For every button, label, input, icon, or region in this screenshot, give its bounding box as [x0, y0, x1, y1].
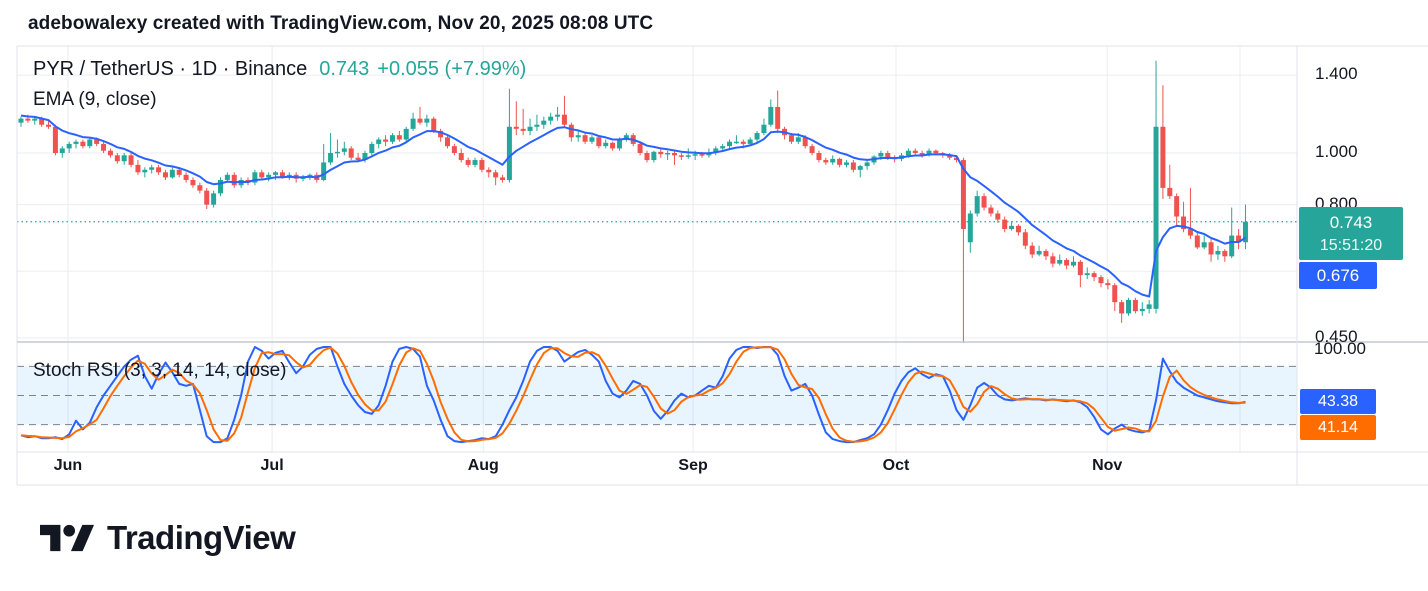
stoch-k-badge: 43.38 — [1300, 389, 1376, 414]
time-axis-label: Oct — [882, 457, 910, 474]
stoch-d-badge: 41.14 — [1300, 415, 1376, 440]
legend-change: +0.055 (+7.99%) — [377, 58, 527, 80]
price-axis-label: 1.400 — [1315, 64, 1358, 84]
symbol-title[interactable]: PYR / TetherUS · 1D · Binance — [33, 58, 308, 80]
ema-value-badge: 0.676 — [1299, 262, 1377, 289]
last-price-badge: 0.743 15:51:20 — [1299, 207, 1403, 260]
last-price-badge-value: 0.743 — [1329, 213, 1373, 232]
time-axis-label: Nov — [1092, 457, 1123, 474]
time-axis-label: Sep — [678, 457, 708, 474]
last-price-badge-time: 15:51:20 — [1319, 237, 1383, 254]
chart-legend: PYR / TetherUS · 1D · Binance 0.743 +0.055… — [33, 58, 526, 81]
tradingview-logo[interactable]: TradingView — [40, 518, 296, 558]
tradingview-logo-text: TradingView — [107, 519, 296, 556]
time-axis-label: Jul — [260, 457, 284, 474]
stoch-axis-top-label: 100.00 — [1314, 339, 1366, 358]
tradingview-logo-icon — [40, 524, 94, 552]
header-attribution: adebowalexy created with TradingView.com… — [28, 13, 654, 34]
stoch-rsi-legend[interactable]: Stoch RSI (3, 3, 14, 14, close) — [33, 360, 287, 381]
ema-legend[interactable]: EMA (9, close) — [33, 89, 157, 110]
legend-last-price: 0.743 — [319, 58, 370, 80]
price-axis-label: 0.450 — [1315, 326, 1358, 346]
time-axis-label: Aug — [467, 457, 499, 474]
price-axis-label: 1.000 — [1315, 142, 1358, 161]
time-axis-label: Jun — [53, 457, 83, 474]
